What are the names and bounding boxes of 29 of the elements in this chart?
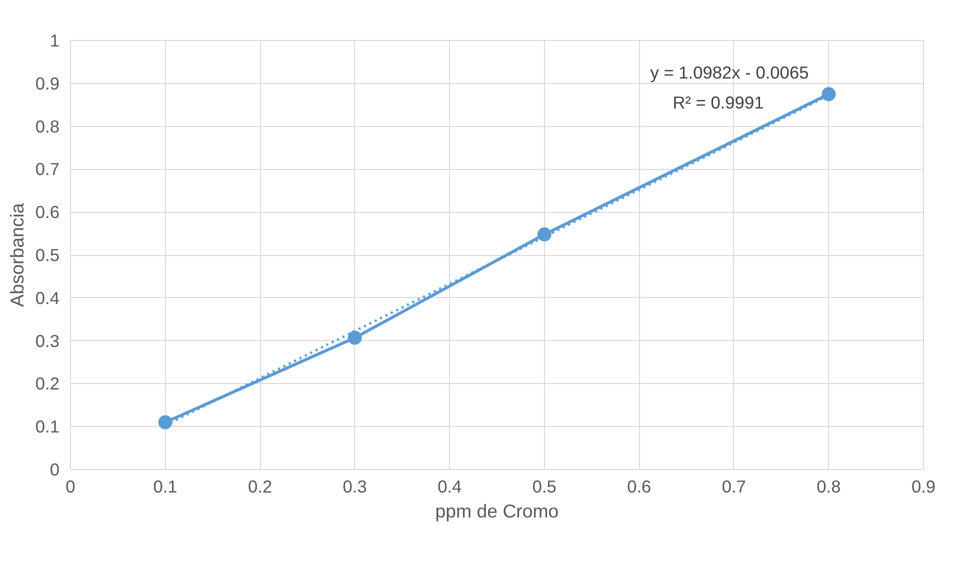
- y-axis-title: Absorbancia: [6, 202, 28, 307]
- x-tick-label: 0.8: [816, 476, 841, 496]
- y-tick-label: 0.3: [35, 330, 60, 351]
- x-tick-label: 0.9: [911, 476, 936, 496]
- y-tick-label: 0.6: [35, 202, 60, 222]
- y-tick-label: 1: [50, 30, 60, 50]
- x-tick-label: 0.1: [153, 476, 178, 496]
- annotation: y = 1.0982x - 0.0065: [650, 62, 809, 83]
- y-tick-label: 0.7: [35, 159, 60, 180]
- point: [537, 227, 552, 242]
- point: [348, 330, 362, 345]
- x-tick-label: 0: [66, 476, 76, 496]
- y-tick-label: 0.2: [35, 374, 60, 394]
- x-tick-label: 0.6: [627, 476, 652, 496]
- x-tick-label: 0.2: [248, 476, 272, 496]
- point: [822, 87, 836, 102]
- x-tick-label: 0.7: [722, 476, 746, 496]
- y-tick-label: 0.8: [35, 116, 60, 136]
- annotation: R² = 0.9991: [672, 92, 764, 113]
- x-tick-label: 0.3: [342, 476, 367, 496]
- x-tick-label: 0.5: [532, 476, 556, 496]
- y-tick-label: 0.4: [35, 288, 60, 308]
- x-tick-label: 0.4: [438, 476, 462, 496]
- y-tick-label: 0.9: [35, 73, 60, 94]
- y-tick-label: 0: [50, 460, 60, 480]
- y-tick-label: 0.5: [35, 245, 60, 265]
- y-tick-label: 0.1: [35, 416, 60, 437]
- x-axis-title: ppm de Cromo: [435, 500, 559, 522]
- point: [158, 415, 172, 430]
